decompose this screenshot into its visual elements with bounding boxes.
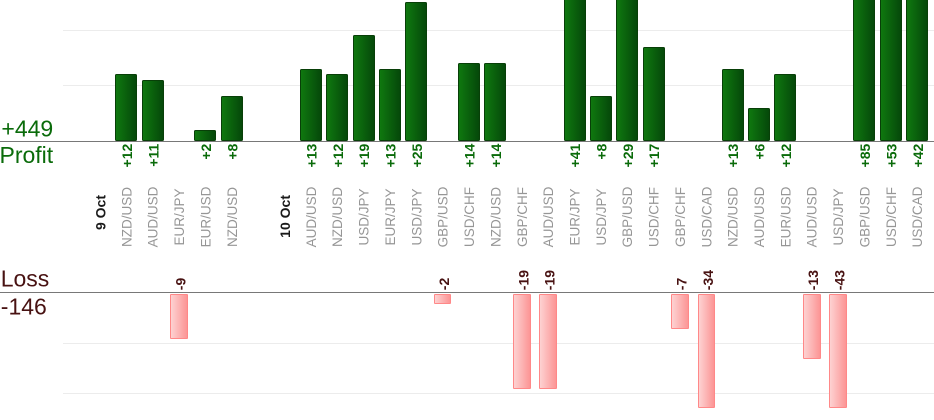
svg-text:USD/JPY: USD/JPY bbox=[357, 188, 372, 245]
svg-text:EUR/JPY: EUR/JPY bbox=[172, 188, 187, 245]
svg-text:NZD/USD: NZD/USD bbox=[119, 187, 134, 247]
svg-text:-13: -13 bbox=[805, 270, 821, 290]
svg-text:+19: +19 bbox=[356, 143, 372, 167]
svg-text:+12: +12 bbox=[119, 143, 135, 167]
svg-text:USD/JPY: USD/JPY bbox=[409, 188, 424, 245]
svg-text:+11: +11 bbox=[145, 143, 161, 166]
svg-text:USD/CAD: USD/CAD bbox=[910, 186, 925, 247]
svg-text:+12: +12 bbox=[778, 143, 794, 167]
svg-text:-146: -146 bbox=[1, 294, 47, 320]
svg-text:-43: -43 bbox=[832, 270, 848, 290]
svg-text:NZD/USD: NZD/USD bbox=[488, 187, 503, 247]
svg-text:10 Oct: 10 Oct bbox=[277, 195, 293, 238]
svg-text:AUD/USD: AUD/USD bbox=[752, 186, 767, 247]
svg-text:GBP/USD: GBP/USD bbox=[436, 186, 451, 247]
svg-text:9 Oct: 9 Oct bbox=[93, 195, 109, 230]
svg-text:+41: +41 bbox=[567, 143, 583, 167]
svg-text:+13: +13 bbox=[304, 143, 320, 167]
svg-text:GBP/CHF: GBP/CHF bbox=[515, 187, 530, 247]
svg-text:EUR/JPY: EUR/JPY bbox=[383, 188, 398, 245]
svg-text:AUD/USD: AUD/USD bbox=[541, 186, 556, 247]
svg-text:AUD/USD: AUD/USD bbox=[146, 186, 161, 247]
svg-text:AUD/USD: AUD/USD bbox=[805, 186, 820, 247]
svg-text:+29: +29 bbox=[620, 143, 636, 167]
svg-text:+449: +449 bbox=[1, 116, 53, 142]
svg-text:+8: +8 bbox=[593, 143, 609, 159]
svg-text:USD/JPY: USD/JPY bbox=[594, 188, 609, 245]
svg-text:+14: +14 bbox=[462, 143, 478, 167]
svg-text:-9: -9 bbox=[173, 278, 189, 291]
svg-text:Profit: Profit bbox=[0, 142, 54, 168]
svg-text:-7: -7 bbox=[673, 278, 689, 291]
svg-text:GBP/CHF: GBP/CHF bbox=[673, 187, 688, 247]
svg-text:GBP/USD: GBP/USD bbox=[857, 186, 872, 247]
svg-text:USD/JPY: USD/JPY bbox=[831, 188, 846, 245]
svg-text:-34: -34 bbox=[700, 270, 716, 290]
svg-text:AUD/USD: AUD/USD bbox=[304, 186, 319, 247]
svg-text:+14: +14 bbox=[488, 143, 504, 167]
svg-text:EUR/USD: EUR/USD bbox=[198, 186, 213, 247]
svg-text:USD/CHF: USD/CHF bbox=[462, 187, 477, 247]
svg-text:EUR/JPY: EUR/JPY bbox=[568, 188, 583, 245]
svg-text:EUR/USD: EUR/USD bbox=[778, 186, 793, 247]
svg-text:USD/CHF: USD/CHF bbox=[884, 187, 899, 247]
svg-text:+53: +53 bbox=[883, 143, 899, 167]
svg-text:+13: +13 bbox=[725, 143, 741, 167]
svg-text:+12: +12 bbox=[330, 143, 346, 167]
svg-text:-19: -19 bbox=[542, 270, 558, 290]
svg-text:NZD/USD: NZD/USD bbox=[225, 187, 240, 247]
svg-text:Loss: Loss bbox=[1, 266, 50, 292]
svg-text:NZD/USD: NZD/USD bbox=[330, 187, 345, 247]
svg-text:+85: +85 bbox=[857, 143, 873, 167]
svg-text:GBP/USD: GBP/USD bbox=[620, 186, 635, 247]
svg-text:+2: +2 bbox=[198, 143, 214, 159]
svg-text:+25: +25 bbox=[409, 143, 425, 167]
svg-text:NZD/USD: NZD/USD bbox=[726, 187, 741, 247]
svg-text:+6: +6 bbox=[752, 143, 768, 159]
svg-text:+13: +13 bbox=[383, 143, 399, 167]
svg-text:-19: -19 bbox=[515, 270, 531, 290]
svg-text:USD/CAD: USD/CAD bbox=[699, 186, 714, 247]
svg-text:+8: +8 bbox=[224, 143, 240, 159]
svg-text:-2: -2 bbox=[436, 278, 452, 291]
svg-text:USD/CHF: USD/CHF bbox=[647, 187, 662, 247]
svg-text:+17: +17 bbox=[646, 143, 662, 167]
svg-text:+42: +42 bbox=[910, 143, 926, 167]
